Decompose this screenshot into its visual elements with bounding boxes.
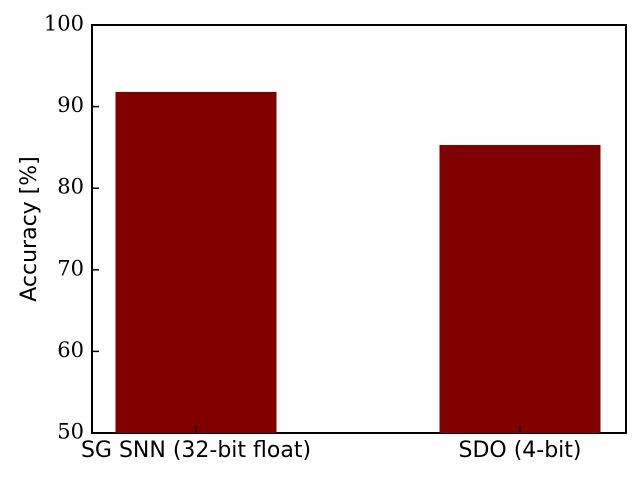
y-tick-label: 70 [57, 256, 84, 280]
y-tick-label: 60 [57, 338, 84, 362]
bar [439, 144, 601, 433]
y-tick-label: 90 [57, 93, 84, 117]
x-tick-label: SDO (4-bit) [458, 438, 581, 463]
y-axis-label: Accuracy [%] [17, 156, 42, 302]
y-tick-label: 80 [57, 175, 84, 199]
y-tick-label: 50 [57, 420, 84, 444]
plot-frame [91, 24, 627, 434]
x-tick-label: SG SNN (32-bit float) [81, 438, 311, 463]
bar [115, 91, 277, 434]
y-tick-label: 100 [44, 12, 84, 36]
